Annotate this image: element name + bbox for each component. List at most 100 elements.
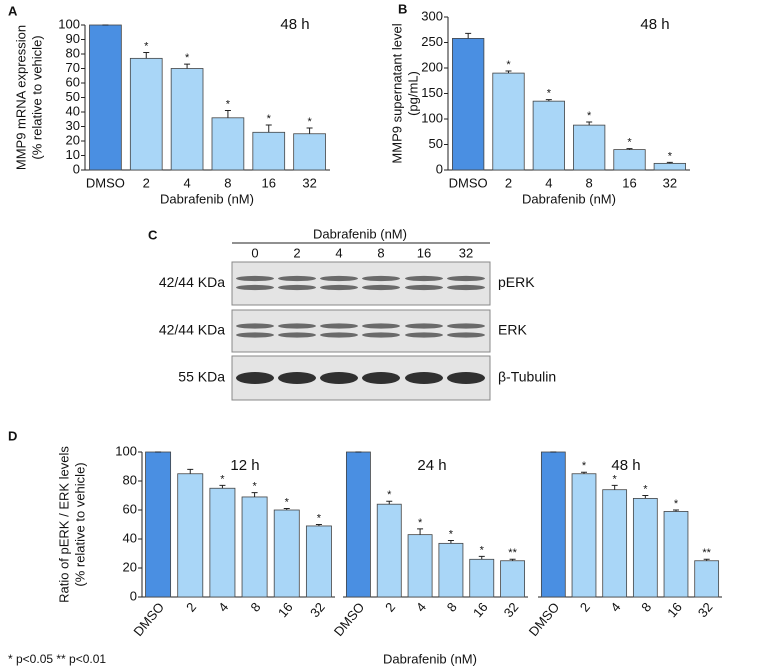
x-tick-label: 32 <box>663 175 677 190</box>
error-bar <box>315 524 322 526</box>
y-tick-label: 100 <box>58 16 80 31</box>
lane-label: 4 <box>335 245 342 260</box>
panel-annotation: 24 h <box>417 457 446 474</box>
x-tick-label: 2 <box>143 175 150 190</box>
error-bar <box>703 558 710 561</box>
blot-band <box>236 323 274 329</box>
error-bar <box>251 492 258 497</box>
error-bar <box>509 558 516 561</box>
x-tick-label: 4 <box>545 175 552 190</box>
x-tick-label: 16 <box>470 599 491 620</box>
y-axis-label: MMP9 supernatant level <box>389 23 404 163</box>
blot-band <box>405 284 443 291</box>
significance: * <box>226 98 231 110</box>
blot-band <box>320 275 358 282</box>
band-size: 42/44 KDa <box>159 274 225 290</box>
footnote: * p<0.05 ** p<0.01 <box>8 652 106 666</box>
error-bar <box>505 70 512 74</box>
lane-label: 8 <box>377 245 384 260</box>
significance: * <box>627 136 632 148</box>
y-tick-label: 60 <box>123 501 137 516</box>
blot-band <box>278 275 316 282</box>
significance: * <box>418 517 423 529</box>
error-bar <box>611 484 618 490</box>
error-bar <box>626 148 633 150</box>
blot-band <box>362 284 400 291</box>
x-tick-label: DMSO <box>526 599 563 639</box>
blot-band <box>405 275 443 282</box>
blot-strip <box>231 309 491 353</box>
x-tick-label: DMSO <box>449 175 488 190</box>
y-tick-label: 50 <box>66 89 80 104</box>
blot-band <box>447 332 485 338</box>
x-tick-label: 32 <box>307 599 328 620</box>
significance: * <box>285 496 290 508</box>
y-tick-label: 100 <box>421 110 443 125</box>
significance: * <box>480 544 485 556</box>
significance: * <box>547 88 552 100</box>
significance: * <box>674 498 679 510</box>
bar <box>177 473 204 598</box>
significance: * <box>582 460 587 472</box>
x-tick-label: 8 <box>638 599 654 614</box>
protein-name: ERK <box>498 322 527 338</box>
blot-band <box>278 323 316 329</box>
error-bar <box>673 509 679 512</box>
significance: * <box>307 116 312 128</box>
x-tick-label: 2 <box>183 599 199 614</box>
y-tick-label: 0 <box>130 588 137 603</box>
bar <box>211 117 245 171</box>
x-axis-label: Dabrafenib (nM) <box>160 191 254 206</box>
bar <box>345 451 371 598</box>
bar <box>241 496 268 598</box>
bar <box>305 525 332 598</box>
y-axis-label: (% relative to vehicle) <box>72 462 87 586</box>
y-tick-label: 60 <box>66 74 80 89</box>
bar <box>540 451 566 598</box>
x-tick-label: 16 <box>664 599 685 620</box>
bar <box>376 503 402 598</box>
error-bar <box>219 484 226 489</box>
bar <box>571 473 597 598</box>
y-tick-label: 90 <box>66 31 80 46</box>
panel-label: C <box>148 227 158 242</box>
blot-band <box>447 372 485 384</box>
blot-band <box>236 275 274 282</box>
y-axis-label: Ratio of pERK / ERK levels <box>56 446 71 603</box>
x-tick-label: 8 <box>444 599 460 614</box>
bar <box>469 558 495 598</box>
bar <box>602 489 628 598</box>
y-axis-label: MMP9 mRNA expression <box>13 25 28 170</box>
x-tick-label: 8 <box>224 175 231 190</box>
bar <box>438 542 464 598</box>
x-tick-label: 8 <box>586 175 593 190</box>
significance: * <box>185 52 190 64</box>
bar <box>407 534 433 598</box>
bar <box>129 57 163 171</box>
y-tick-label: 20 <box>66 132 80 147</box>
blot-band <box>278 332 316 338</box>
protein-name: β-Tubulin <box>498 369 556 385</box>
band-size: 42/44 KDa <box>159 322 225 338</box>
y-tick-label: 80 <box>66 45 80 60</box>
y-tick-label: 100 <box>115 443 137 458</box>
error-bar <box>465 32 472 39</box>
error-bar <box>581 471 587 474</box>
panel-label: B <box>398 1 407 16</box>
x-tick-label: 16 <box>275 599 296 620</box>
blot-band <box>362 332 400 338</box>
error-bar <box>224 110 231 118</box>
panel-annotation: 48 h <box>611 457 640 474</box>
y-tick-label: 30 <box>66 118 80 133</box>
blot-band <box>362 275 400 282</box>
blot-band <box>320 284 358 291</box>
y-axis-label: (pg/mL) <box>405 71 420 116</box>
protein-name: pERK <box>498 274 535 290</box>
x-tick-label: 4 <box>183 175 190 190</box>
lane-label: 16 <box>417 245 431 260</box>
x-tick-label: 32 <box>302 175 316 190</box>
significance: * <box>387 489 392 501</box>
blot-band <box>405 323 443 329</box>
blot-band <box>236 284 274 291</box>
